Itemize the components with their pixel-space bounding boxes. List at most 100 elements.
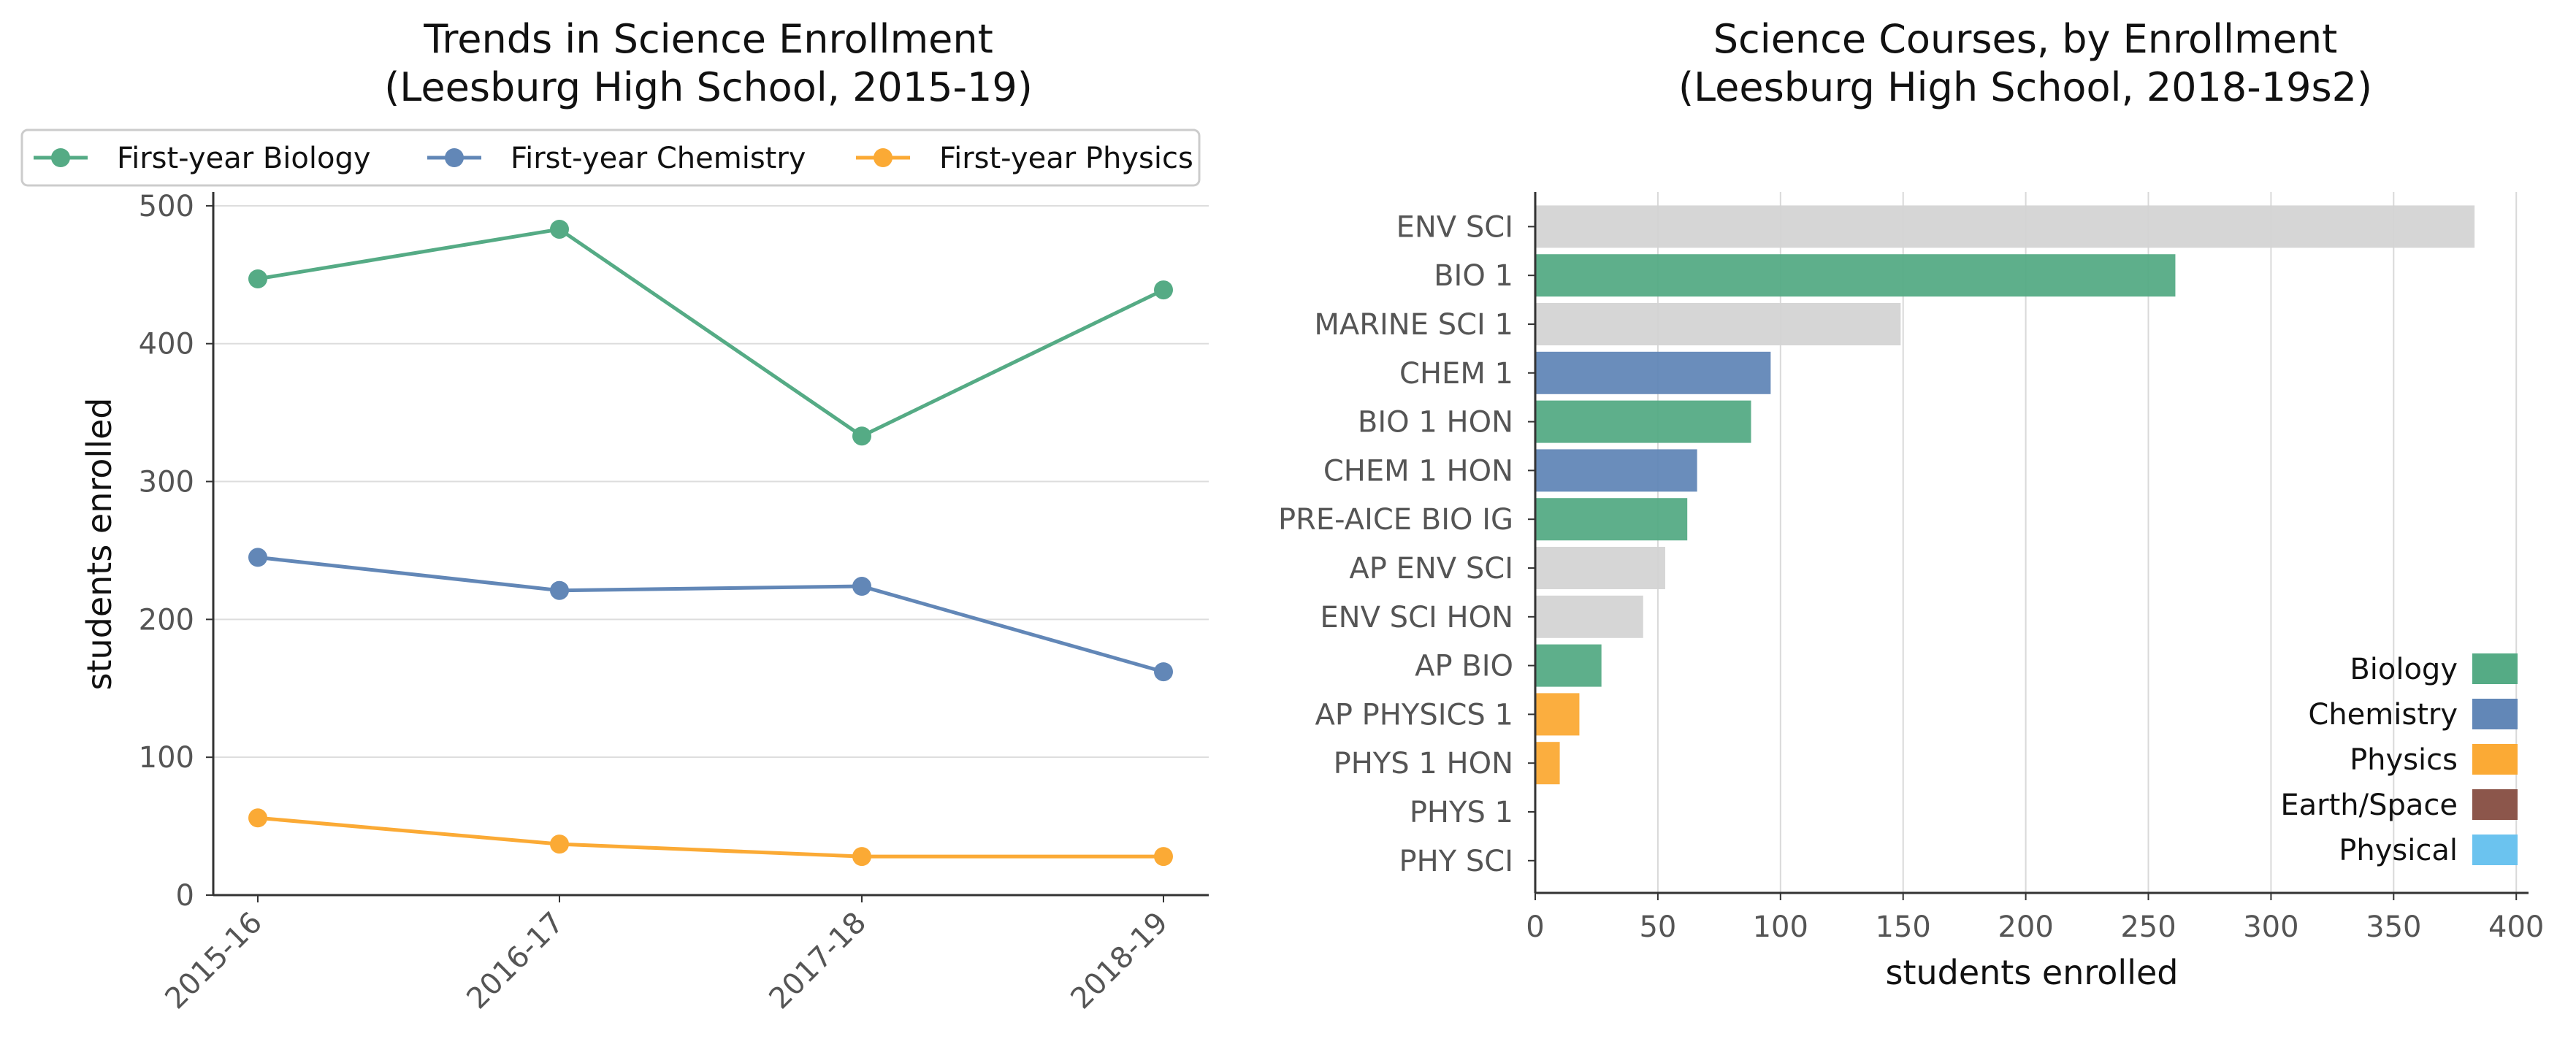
legend-entries: First-year Biology First-year Chemistry Fi…: [34, 142, 1193, 175]
legend-label: Earth/Space: [2280, 789, 2458, 822]
y-tick-label: 100: [139, 741, 194, 775]
bar-ap-bio: [1535, 644, 1602, 687]
category-label: PHYS 1 HON: [1334, 747, 1513, 780]
line-chart: Trends in Science Enrollment (Leesburg H…: [20, 16, 1209, 1016]
legend-swatch: [2472, 789, 2518, 820]
data-point: [550, 580, 569, 600]
series-line: [257, 227, 1165, 439]
data-point: [1154, 280, 1173, 300]
bar-chart-title-line-1: Science Courses, by Enrollment: [1713, 16, 2338, 62]
x-tick-label: 200: [1998, 910, 2053, 944]
bar-chart-x-ticks: 0 50 100 150 200 250 300 350 400: [1526, 893, 2544, 944]
line-chart-legend: First-year Biology First-year Chemistry Fi…: [20, 128, 1201, 187]
legend-frame: [20, 128, 1201, 187]
x-tick-label: 50: [1639, 910, 1676, 944]
category-label: PRE-AICE BIO IG: [1278, 503, 1513, 537]
legend-marker: [874, 148, 893, 167]
category-label: AP ENV SCI: [1349, 552, 1513, 586]
series-first-year-chemistry: [248, 548, 1173, 682]
data-point: [248, 548, 267, 567]
x-tick-label: 150: [1876, 910, 1931, 944]
line-chart-title-line-2: (Leesburg High School, 2015-19): [384, 64, 1033, 110]
x-tick-label: 2018-19: [1064, 906, 1174, 1016]
bar-marine-sci-1: [1535, 303, 1901, 345]
line-chart-title-line-1: Trends in Science Enrollment: [423, 16, 993, 62]
category-label: AP PHYSICS 1: [1315, 698, 1513, 732]
category-label: PHYS 1: [1410, 796, 1513, 829]
bar-chart-bars: [1535, 205, 2475, 785]
bar-ap-physics-1: [1535, 693, 1580, 736]
x-tick-label: 250: [2120, 910, 2176, 944]
legend-label: First-year Physics: [939, 142, 1193, 175]
legend-label: Physics: [2350, 743, 2458, 777]
data-point: [1154, 847, 1173, 867]
category-label: BIO 1 HON: [1358, 406, 1513, 440]
legend-swatch: [2472, 744, 2518, 775]
line-chart-y-axis-label: students enrolled: [80, 398, 119, 691]
bar-chart-legend: Biology Chemistry Physics Earth/Space Physic…: [2280, 653, 2518, 867]
category-label: AP BIO: [1415, 650, 1513, 683]
bar-chem-1-hon: [1535, 449, 1697, 492]
category-label: PHY SCI: [1399, 845, 1513, 878]
data-point: [852, 577, 871, 596]
category-label: MARINE SCI 1: [1314, 308, 1513, 342]
bar-env-sci: [1535, 205, 2475, 248]
line-chart-series: [248, 219, 1173, 867]
bar-env-sci-hon: [1535, 595, 1643, 638]
bar-bio-1: [1535, 254, 2176, 297]
legend-label: First-year Biology: [117, 142, 371, 175]
y-tick-label: 300: [139, 466, 194, 499]
x-tick-label: 100: [1753, 910, 1808, 944]
series-line: [257, 555, 1164, 674]
bar-chart-gridlines: [1656, 192, 2518, 893]
y-tick-label: 500: [139, 190, 194, 223]
y-tick-label: 400: [139, 328, 194, 361]
x-tick-label: 350: [2366, 910, 2421, 944]
data-point: [852, 847, 871, 867]
bar-bio-1-hon: [1535, 400, 1751, 443]
bar-chart-category-labels: ENV SCI BIO 1 MARINE SCI 1 CHEM 1 BIO 1 HON C…: [1278, 210, 1535, 878]
y-tick-label: 0: [176, 879, 194, 913]
category-label: ENV SCI HON: [1320, 601, 1513, 634]
bar-phys-1-hon: [1535, 742, 1560, 785]
legend-marker: [445, 148, 464, 167]
line-chart-x-ticks: 2015-16 2016-17 2017-18 2018-19: [158, 895, 1174, 1016]
x-tick-label: 0: [1526, 910, 1544, 944]
x-tick-label: 2015-16: [158, 906, 269, 1016]
category-label: BIO 1: [1434, 259, 1513, 293]
line-chart-y-ticks: 0 100 200 300 400 500: [139, 190, 213, 913]
bar-pre-aice-bio-ig: [1535, 498, 1688, 541]
data-point: [248, 269, 267, 288]
x-tick-label: 400: [2488, 910, 2544, 944]
x-tick-label: 2017-18: [763, 906, 873, 1016]
category-label: ENV SCI: [1396, 210, 1513, 244]
line-chart-gridlines: [213, 204, 1209, 759]
bar-chart: Science Courses, by Enrollment (Leesburg…: [1278, 16, 2544, 992]
legend-swatch: [2472, 653, 2518, 684]
data-point: [852, 426, 871, 446]
legend-swatch: [2472, 835, 2518, 865]
category-label: CHEM 1 HON: [1323, 454, 1513, 488]
category-label: CHEM 1: [1399, 357, 1513, 391]
x-tick-label: 300: [2243, 910, 2298, 944]
data-point: [1154, 662, 1173, 682]
data-point: [550, 219, 569, 239]
data-point: [248, 808, 267, 828]
x-tick-label: 2016-17: [460, 906, 570, 1016]
legend-label: Physical: [2339, 834, 2458, 867]
series-first-year-biology: [248, 219, 1173, 446]
data-point: [550, 835, 569, 854]
legend-label: First-year Chemistry: [511, 142, 806, 175]
legend-label: Biology: [2350, 653, 2458, 686]
legend-marker: [51, 148, 70, 167]
bar-chem-1: [1535, 351, 1771, 394]
y-tick-label: 200: [139, 603, 194, 637]
legend-swatch: [2472, 699, 2518, 729]
legend-label: Chemistry: [2308, 698, 2458, 732]
bar-chart-x-axis-label: students enrolled: [1886, 953, 2179, 992]
bar-chart-title-line-2: (Leesburg High School, 2018-19s2): [1678, 64, 2372, 110]
series-line: [257, 816, 1163, 859]
series-first-year-physics: [248, 808, 1173, 867]
bar-ap-env-sci: [1535, 547, 1665, 589]
